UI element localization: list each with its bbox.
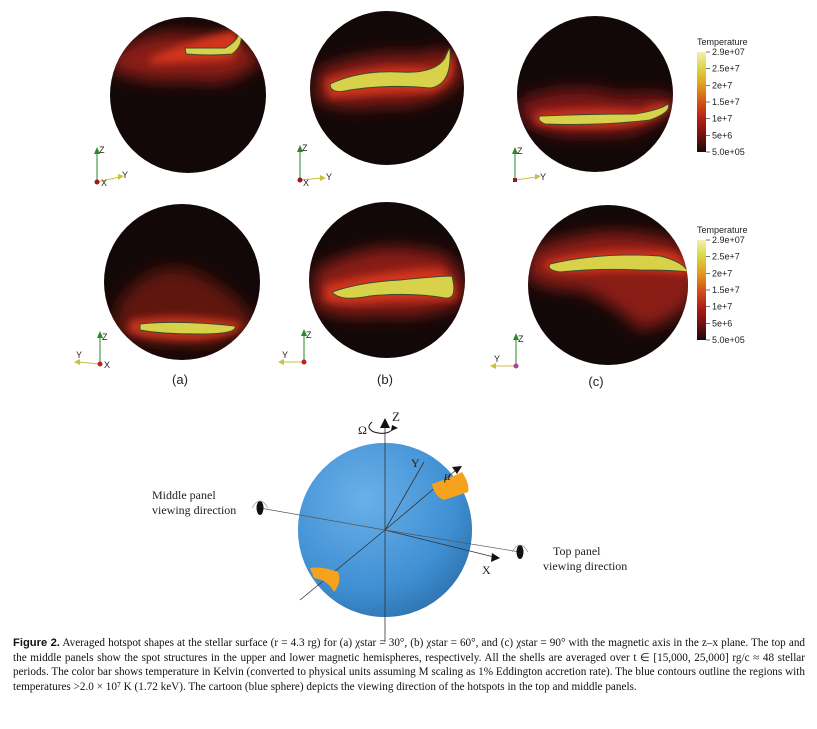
colorbar-title: Temperature xyxy=(697,225,748,235)
axis-label-y: Y xyxy=(326,172,332,182)
axis-label-z: Z xyxy=(306,330,312,340)
rotation-arrow-icon xyxy=(368,421,395,434)
colorbar-tick-label: 5e+6 xyxy=(712,318,732,328)
colorbar-tick-label: 2.9e+07 xyxy=(712,235,745,245)
axis-label-z: Z xyxy=(302,143,308,153)
colorbar-tick-label: 5.0e+05 xyxy=(712,335,745,345)
x-label: X xyxy=(482,563,491,577)
axis-label-z: Z xyxy=(99,145,105,155)
colorbar-tick-label: 2.5e+7 xyxy=(712,64,740,74)
colorbar-tick-label: 1e+7 xyxy=(712,114,732,124)
axis-label-z: Z xyxy=(102,332,108,342)
colorbar-tick-label: 2.9e+07 xyxy=(712,47,745,57)
axis-label-x: X xyxy=(101,178,107,188)
axis-label-y: Y xyxy=(122,170,128,180)
colorbar-tick-label: 1.5e+7 xyxy=(712,285,740,295)
figure-caption: Figure 2. Averaged hotspot shapes at the… xyxy=(13,636,805,694)
panel-c-bottom xyxy=(528,205,688,365)
colorbar-bottom: Temperature 2.9e+07 2.5e+7 2e+7 1.5e+7 1e+7 5… xyxy=(697,225,748,345)
panel-c-top xyxy=(517,16,673,172)
colorbar-tick-label: 1e+7 xyxy=(712,302,732,312)
middle-view-label-2: viewing direction xyxy=(152,503,236,517)
cartoon-sphere-diagram: Z Ω Y X μ Middle panel viewing direction… xyxy=(152,409,627,642)
colorbar-tick-label: 5.0e+05 xyxy=(712,147,745,157)
colorbar-tick-label: 2.5e+7 xyxy=(712,252,740,262)
colorbar-tick-label: 2e+7 xyxy=(712,268,732,278)
axes-triad-c-bottom: Z Y xyxy=(490,333,524,369)
panel-b-bottom xyxy=(309,202,465,358)
eye-icon-middle xyxy=(256,501,264,515)
panel-label-c: (c) xyxy=(588,374,603,389)
top-view-label-2: viewing direction xyxy=(543,559,627,573)
panel-label-b: (b) xyxy=(377,372,393,387)
middle-view-label-1: Middle panel xyxy=(152,488,216,502)
panel-b-top xyxy=(310,11,464,165)
axis-label-x: X xyxy=(104,360,110,370)
top-view-line xyxy=(384,529,521,553)
axis-label-y: Y xyxy=(76,350,82,360)
colorbar-top: Temperature 2.9e+07 2.5e+7 2e+7 1.5e+7 1e+7 5… xyxy=(697,37,748,157)
colorbar-tick-label: 5e+6 xyxy=(712,130,732,140)
y-axis-line xyxy=(384,461,425,531)
axes-triad-c-top: Z Y xyxy=(512,146,546,182)
y-label: Y xyxy=(411,456,420,470)
axes-triad-b-bottom: Z Y xyxy=(278,329,312,365)
colorbar-tick-label: 2e+7 xyxy=(712,80,732,90)
caption-label: Figure 2. xyxy=(13,637,60,649)
axis-label-y: Y xyxy=(494,354,500,364)
mu-label: μ xyxy=(443,468,451,483)
top-view-label-1: Top panel xyxy=(553,544,601,558)
omega-label: Ω xyxy=(358,423,367,437)
colorbar-tick-label: 1.5e+7 xyxy=(712,97,740,107)
eye-icon-top xyxy=(516,545,524,559)
panel-label-a: (a) xyxy=(172,372,188,387)
x-axis-line xyxy=(384,529,499,559)
upper-hotspot xyxy=(432,472,469,500)
z-label: Z xyxy=(392,409,400,424)
axis-label-x: X xyxy=(303,178,309,188)
axis-label-y: Y xyxy=(282,350,288,360)
axis-label-z: Z xyxy=(517,146,523,156)
axes-triad-b-top: Z Y X xyxy=(297,143,332,188)
axes-triad-a-bottom: Z Y X xyxy=(74,331,110,370)
panel-a-bottom xyxy=(104,204,260,360)
axis-label-z: Z xyxy=(518,334,524,344)
panel-a-top xyxy=(110,17,266,173)
middle-view-line xyxy=(259,507,386,531)
axis-label-y: Y xyxy=(540,172,546,182)
colorbar-title: Temperature xyxy=(697,37,748,47)
lower-hotspot xyxy=(310,567,340,592)
caption-text: Averaged hotspot shapes at the stellar s… xyxy=(13,637,806,693)
axes-triad-a-top: Z Y X xyxy=(94,145,128,188)
